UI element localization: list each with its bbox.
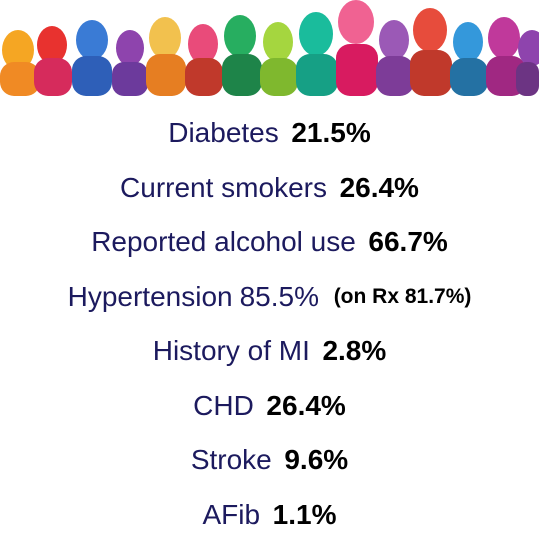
stat-row: Current smokers 26.4% — [0, 161, 539, 216]
stat-label: AFib — [202, 498, 261, 530]
stat-label: Diabetes — [168, 117, 279, 149]
silhouettes — [0, 0, 539, 96]
stat-note: (on Rx 81.7%) — [333, 284, 472, 308]
stat-value: 2.8% — [322, 335, 387, 367]
stat-value: 85.5% — [239, 280, 319, 312]
stat-label: Stroke — [190, 444, 272, 476]
stat-value: 9.6% — [284, 444, 349, 476]
stat-value: 26.4% — [339, 171, 419, 203]
stat-label: CHD — [193, 389, 254, 421]
stat-label: History of MI — [152, 335, 310, 367]
stat-label: Hypertension — [67, 280, 233, 312]
people-banner — [0, 0, 539, 96]
stat-row: AFib 1.1% — [0, 488, 539, 543]
stat-value: 66.7% — [368, 226, 448, 258]
stat-row: Hypertension 85.5% (on Rx 81.7%) — [0, 270, 539, 325]
stat-row: History of MI 2.8% — [0, 324, 539, 379]
stats-list: Diabetes 21.5% Current smokers 26.4% Reporte… — [0, 106, 539, 542]
stat-value: 21.5% — [291, 117, 371, 149]
stat-row: CHD 26.4% — [0, 379, 539, 434]
stat-value: 1.1% — [272, 498, 337, 530]
stat-label: Current smokers — [120, 171, 327, 203]
stat-value: 26.4% — [266, 389, 346, 421]
stat-row: Stroke 9.6% — [0, 433, 539, 488]
stat-label: Reported alcohol use — [91, 226, 356, 258]
stat-row: Diabetes 21.5% — [0, 106, 539, 161]
stat-row: Reported alcohol use 66.7% — [0, 215, 539, 270]
